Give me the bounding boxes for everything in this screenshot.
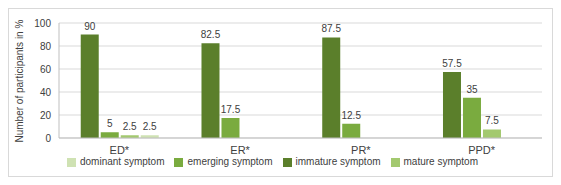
svg-text:82.5: 82.5 <box>201 29 221 40</box>
svg-text:5: 5 <box>107 118 113 129</box>
svg-text:90: 90 <box>84 21 96 32</box>
svg-text:2.5: 2.5 <box>143 121 157 132</box>
svg-text:20: 20 <box>40 110 52 121</box>
svg-text:0: 0 <box>45 133 51 144</box>
svg-text:PPD*: PPD* <box>468 144 496 156</box>
svg-text:100: 100 <box>34 18 51 29</box>
svg-text:ER*: ER* <box>230 144 250 156</box>
svg-text:7.5: 7.5 <box>485 115 499 126</box>
svg-text:87.5: 87.5 <box>322 23 342 34</box>
html-text:emerging symptom: emerging symptom <box>187 156 273 167</box>
svg-text:12.5: 12.5 <box>342 110 362 121</box>
svg-text:PR*: PR* <box>351 144 371 156</box>
svg-text:40: 40 <box>40 87 52 98</box>
html-text:mature symptom: mature symptom <box>403 156 478 167</box>
svg-text:2.5: 2.5 <box>123 121 137 132</box>
svg-text:57.5: 57.5 <box>442 58 462 69</box>
svg-text:ED*: ED* <box>110 144 130 156</box>
svg-text:Number of participants in %: Number of participants in % <box>14 20 25 143</box>
svg-text:60: 60 <box>40 64 52 75</box>
svg-text:17.5: 17.5 <box>221 104 241 115</box>
html-text:immature symptom: immature symptom <box>295 156 381 167</box>
svg-text:80: 80 <box>40 41 52 52</box>
html-text:dominant symptom: dominant symptom <box>80 156 165 167</box>
svg-text:35: 35 <box>466 84 478 95</box>
